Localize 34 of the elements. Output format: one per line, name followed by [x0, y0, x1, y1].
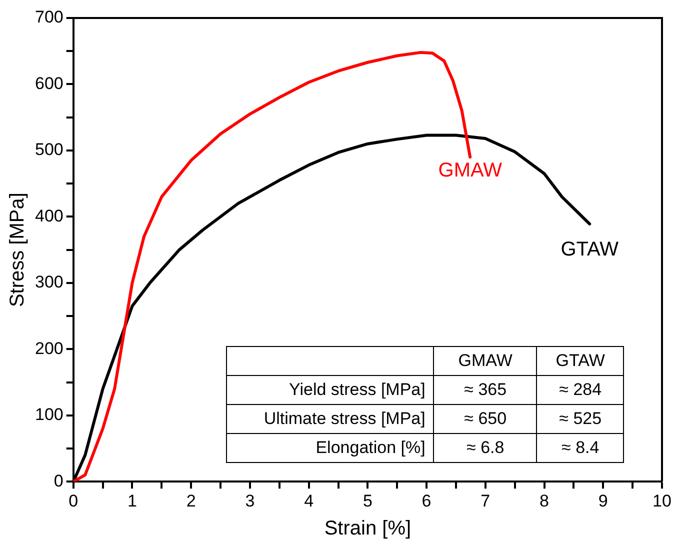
annotation: ≈ 525 [536, 404, 624, 434]
x-tick-label: 4 [304, 491, 314, 510]
x-tick-label: 8 [540, 491, 550, 510]
annotation: GTAW [536, 346, 624, 376]
y-tick-label: 400 [34, 206, 64, 226]
y-tick-label: 200 [34, 338, 64, 358]
x-tick-label: 1 [127, 491, 137, 510]
x-tick-label: 9 [598, 491, 608, 510]
x-tick-label: 5 [362, 491, 372, 510]
annotation: ≈ 6.8 [434, 433, 537, 462]
y-tick-label: 700 [34, 8, 64, 27]
y-tick-label: 0 [54, 471, 64, 490]
x-tick-label: 3 [245, 491, 255, 510]
annotation: ≈ 650 [434, 404, 537, 434]
annotation: ≈ 284 [536, 375, 624, 404]
y-tick-label: 300 [34, 272, 64, 292]
x-tick-label: 2 [186, 491, 196, 510]
annotation: Ultimate stress [MPa] [226, 404, 434, 434]
y-tick-label: 600 [34, 74, 64, 93]
y-axis-title: Stress [MPa] [6, 192, 29, 308]
series-label: GTAW [560, 238, 619, 260]
y-tick-label: 500 [34, 140, 64, 160]
y-tick-label: 100 [34, 405, 64, 424]
x-tick-label: 0 [68, 491, 78, 510]
annotation: Elongation [%] [226, 433, 434, 462]
x-tick-label: 6 [422, 491, 432, 510]
annotation: ≈ 8.4 [536, 433, 624, 462]
series-label: GMAW [438, 160, 502, 182]
x-tick-label: 7 [480, 491, 490, 510]
x-axis-title: Strain [%] [324, 518, 412, 540]
x-tick-label: 10 [652, 491, 672, 510]
annotation: ≈ 365 [434, 375, 537, 404]
annotation: GMAW [434, 346, 537, 376]
annotation: Yield stress [MPa] [226, 375, 434, 404]
